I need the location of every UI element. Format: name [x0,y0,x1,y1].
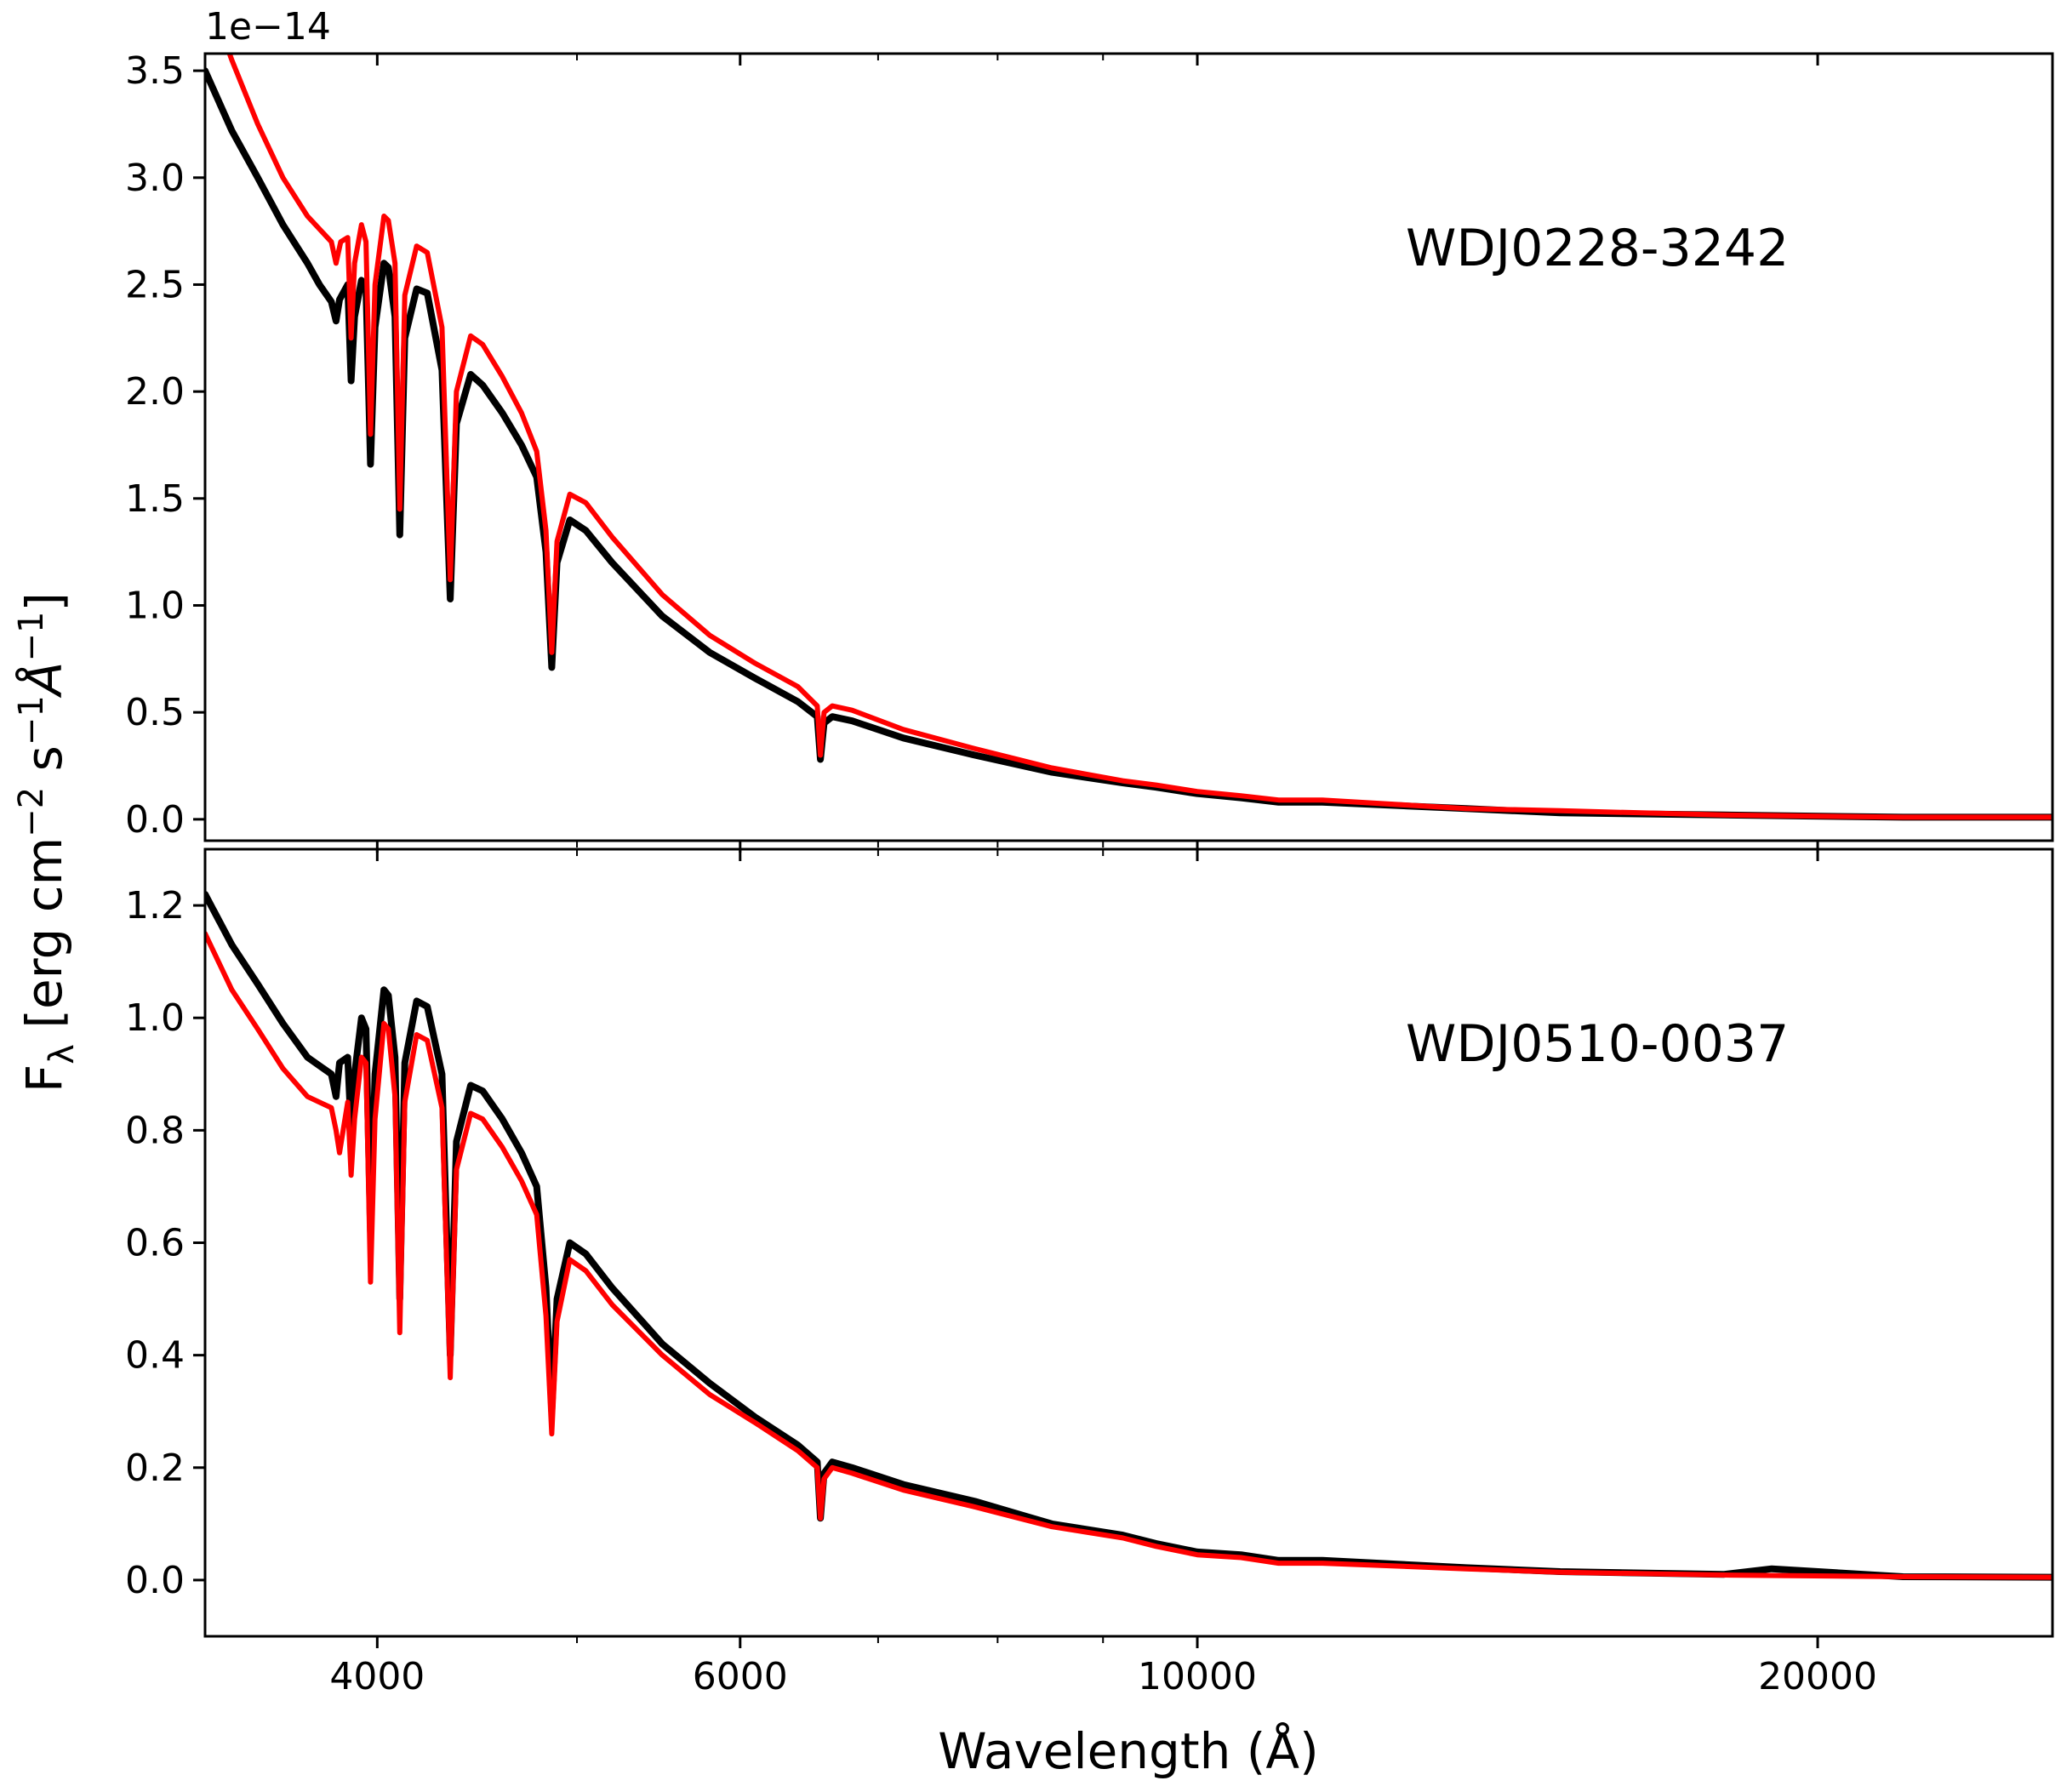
x-tick-label: 10000 [1138,1655,1257,1698]
bottom-y-tick-label: 0.4 [125,1334,185,1378]
y-label-sup1: −2 [12,787,51,837]
top-y-tick-label: 0.0 [125,798,185,842]
top-y-axis: 0.0 0.5 1.0 1.5 2.0 2.5 3.0 3.5 [125,49,205,842]
top-y-tick-label: 1.0 [125,585,185,628]
bottom-panel-annotation: WDJ0510-0037 [1406,1014,1789,1074]
top-panel: 0.0 0.5 1.0 1.5 2.0 2.5 3.0 3.5 1e−14 WDJ0228-3… [125,5,2054,853]
x-axis-label: Wavelength (Å) [938,1721,1318,1780]
bottom-y-tick-label: 0.6 [125,1222,185,1265]
y-label-mid2: Å [14,662,73,699]
y-label-main: F [15,1064,73,1093]
y-label-rest: [erg cm [15,837,73,1044]
bottom-y-axis: 0.0 0.2 0.4 0.6 0.8 1.0 1.2 [125,884,205,1602]
x-tick-label: 20000 [1758,1655,1877,1698]
top-model-spectrum-line [226,54,2052,820]
x-tick-label: 6000 [693,1655,788,1698]
y-label-sub: λ [43,1044,82,1064]
bottom-y-tick-label: 1.0 [125,996,185,1040]
top-panel-frame [203,52,2054,842]
bottom-y-tick-label: 0.2 [125,1447,185,1490]
y-label-sup3: −1 [12,612,51,662]
top-y-tick-label: 3.0 [125,157,185,200]
top-y-tick-label: 3.5 [125,49,185,93]
top-offset-label: 1e−14 [205,5,331,49]
bottom-y-tick-label: 1.2 [125,884,185,927]
bottom-panel: 0.0 0.2 0.4 0.6 0.8 1.0 1.2 4000 6000 10000 20000… [125,847,2054,1698]
top-y-tick-label: 2.5 [125,263,185,306]
top-x-ticks [375,54,1819,853]
bottom-series-group [205,890,2052,1581]
bottom-model-spectrum-line [205,931,2052,1580]
bottom-x-axis: 4000 6000 10000 20000 [329,849,1877,1698]
bottom-y-tick-label: 0.0 [125,1559,185,1602]
x-tick-label: 4000 [329,1655,425,1698]
top-observed-spectrum-line [205,67,2052,821]
top-panel-annotation: WDJ0228-3242 [1406,219,1789,278]
bottom-panel-frame [203,847,2054,1638]
y-axis-label: Fλ [erg cm−2 s−1Å−1] [12,592,82,1093]
top-y-tick-label: 2.0 [125,370,185,414]
y-label-sup2: −1 [12,695,51,745]
top-y-tick-label: 1.5 [125,477,185,521]
bottom-y-tick-label: 0.8 [125,1109,185,1152]
y-label-mid1: s [15,745,73,787]
top-y-tick-label: 0.5 [125,691,185,734]
y-label-end: ] [15,592,73,612]
bottom-observed-spectrum-line [205,890,2052,1581]
top-series-group [205,54,2052,821]
